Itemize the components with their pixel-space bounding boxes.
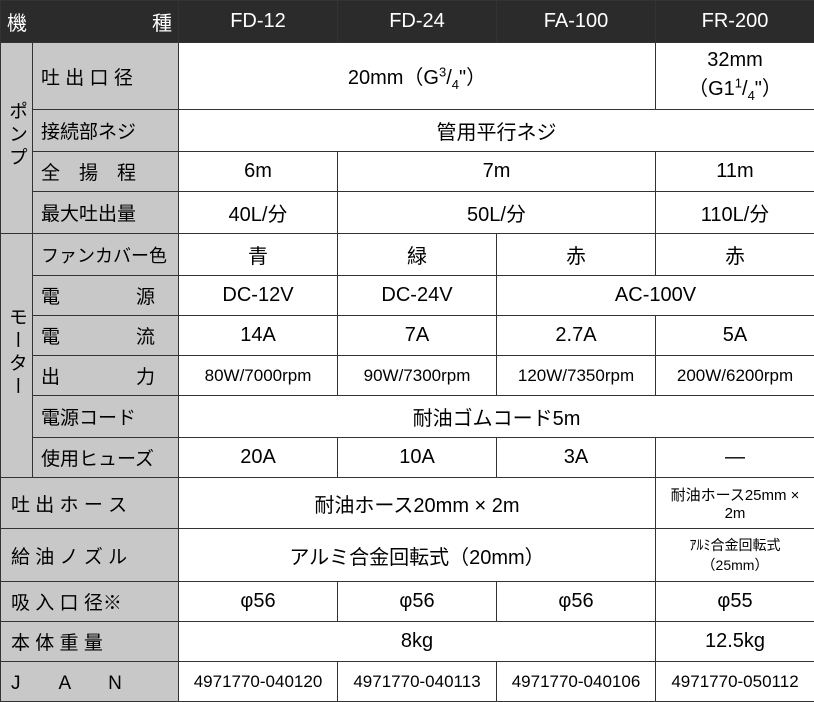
cell-power-1: DC-12V <box>179 276 338 316</box>
cell-current-1: 14A <box>179 316 338 356</box>
cell-fuse-2: 10A <box>338 438 497 478</box>
label-thread: 接続部ネジ <box>33 110 179 152</box>
header-row: 機 種 FD-12 FD-24 FA-100 FR-200 <box>1 1 814 43</box>
row-inlet: 吸 入 口 径※ φ56 φ56 φ56 φ55 <box>1 582 814 622</box>
cell-head-4: 11m <box>656 152 814 192</box>
cell-output-4: 200W/6200rpm <box>656 356 814 396</box>
row-thread: 接続部ネジ 管用平行ネジ <box>1 110 814 152</box>
cell-weight-1-3: 8kg <box>179 622 656 662</box>
cell-jan-3: 4971770-040106 <box>497 662 656 702</box>
spec-table-main: 機 種 FD-12 FD-24 FA-100 FR-200 ポンプ 吐 出 口 … <box>0 0 814 702</box>
cell-power-3-4: AC-100V <box>497 276 814 316</box>
cell-inlet-2: φ56 <box>338 582 497 622</box>
row-head: 全 揚 程 6m 7m 11m <box>1 152 814 192</box>
label-current: 電 流 <box>33 316 179 356</box>
header-col-1: FD-12 <box>179 1 338 43</box>
cell-fancolor-1: 青 <box>179 234 338 276</box>
cell-nozzle-4: ｱﾙﾐ合金回転式（25mm） <box>656 529 814 582</box>
cell-maxflow-4: 110L/分 <box>656 192 814 234</box>
row-weight: 本 体 重 量 8kg 12.5kg <box>1 622 814 662</box>
header-model-text: 機 種 <box>7 13 172 35</box>
cell-jan-4: 4971770-050112 <box>656 662 814 702</box>
label-inlet: 吸 入 口 径※ <box>1 582 179 622</box>
label-output: 出 力 <box>33 356 179 396</box>
label-fancolor: ファンカバー色 <box>33 234 179 276</box>
label-weight: 本 体 重 量 <box>1 622 179 662</box>
cell-maxflow-2-3: 50L/分 <box>338 192 656 234</box>
group-pump: ポンプ <box>1 43 33 234</box>
cell-current-2: 7A <box>338 316 497 356</box>
cell-cord-all: 耐油ゴムコード5m <box>179 396 814 438</box>
cell-inlet-1: φ56 <box>179 582 338 622</box>
row-outlet: ポンプ 吐 出 口 径 20mm（G3/4"） 32mm（G11/4"） <box>1 43 814 110</box>
cell-nozzle-1-3: アルミ合金回転式（20mm） <box>179 529 656 582</box>
header-col-3: FA-100 <box>497 1 656 43</box>
group-motor-text: モーター <box>3 307 30 399</box>
cell-fancolor-2: 緑 <box>338 234 497 276</box>
cell-fuse-4: — <box>656 438 814 478</box>
cell-inlet-4: φ55 <box>656 582 814 622</box>
cell-inlet-3: φ56 <box>497 582 656 622</box>
label-head: 全 揚 程 <box>33 152 179 192</box>
cell-output-2: 90W/7300rpm <box>338 356 497 396</box>
cell-outlet-1-3: 20mm（G3/4"） <box>179 43 656 110</box>
cell-power-2: DC-24V <box>338 276 497 316</box>
cell-thread-all: 管用平行ネジ <box>179 110 814 152</box>
label-cord: 電源コード <box>33 396 179 438</box>
cell-maxflow-1: 40L/分 <box>179 192 338 234</box>
cell-current-4: 5A <box>656 316 814 356</box>
label-outlet: 吐 出 口 径 <box>33 43 179 110</box>
cell-output-1: 80W/7000rpm <box>179 356 338 396</box>
cell-fancolor-3: 赤 <box>497 234 656 276</box>
row-hose: 吐 出 ホ ー ス 耐油ホース20mm × 2m 耐油ホース25mm × 2m <box>1 478 814 529</box>
label-power: 電 源 <box>33 276 179 316</box>
label-jan: J A N <box>1 662 179 702</box>
cell-hose-4: 耐油ホース25mm × 2m <box>656 478 814 529</box>
cell-current-3: 2.7A <box>497 316 656 356</box>
cell-jan-2: 4971770-040113 <box>338 662 497 702</box>
header-col-2: FD-24 <box>338 1 497 43</box>
row-power: 電 源 DC-12V DC-24V AC-100V <box>1 276 814 316</box>
row-cord: 電源コード 耐油ゴムコード5m <box>1 396 814 438</box>
header-col-4: FR-200 <box>656 1 814 43</box>
group-motor: モーター <box>1 234 33 478</box>
label-hose: 吐 出 ホ ー ス <box>1 478 179 529</box>
row-jan: J A N 4971770-040120 4971770-040113 4971… <box>1 662 814 702</box>
cell-fancolor-4: 赤 <box>656 234 814 276</box>
row-fuse: 使用ヒューズ 20A 10A 3A — <box>1 438 814 478</box>
row-current: 電 流 14A 7A 2.7A 5A <box>1 316 814 356</box>
group-pump-text: ポンプ <box>3 101 30 170</box>
cell-head-2-3: 7m <box>338 152 656 192</box>
row-fancolor: モーター ファンカバー色 青 緑 赤 赤 <box>1 234 814 276</box>
cell-outlet-4: 32mm（G11/4"） <box>656 43 814 110</box>
cell-fuse-3: 3A <box>497 438 656 478</box>
cell-hose-1-3: 耐油ホース20mm × 2m <box>179 478 656 529</box>
label-nozzle: 給 油 ノ ズ ル <box>1 529 179 582</box>
cell-head-1: 6m <box>179 152 338 192</box>
header-model-label: 機 種 <box>1 1 179 43</box>
cell-jan-1: 4971770-040120 <box>179 662 338 702</box>
label-maxflow: 最大吐出量 <box>33 192 179 234</box>
label-fuse: 使用ヒューズ <box>33 438 179 478</box>
cell-weight-4: 12.5kg <box>656 622 814 662</box>
row-output: 出 力 80W/7000rpm 90W/7300rpm 120W/7350rpm… <box>1 356 814 396</box>
row-nozzle: 給 油 ノ ズ ル アルミ合金回転式（20mm） ｱﾙﾐ合金回転式（25mm） <box>1 529 814 582</box>
cell-output-3: 120W/7350rpm <box>497 356 656 396</box>
cell-fuse-1: 20A <box>179 438 338 478</box>
row-maxflow: 最大吐出量 40L/分 50L/分 110L/分 <box>1 192 814 234</box>
